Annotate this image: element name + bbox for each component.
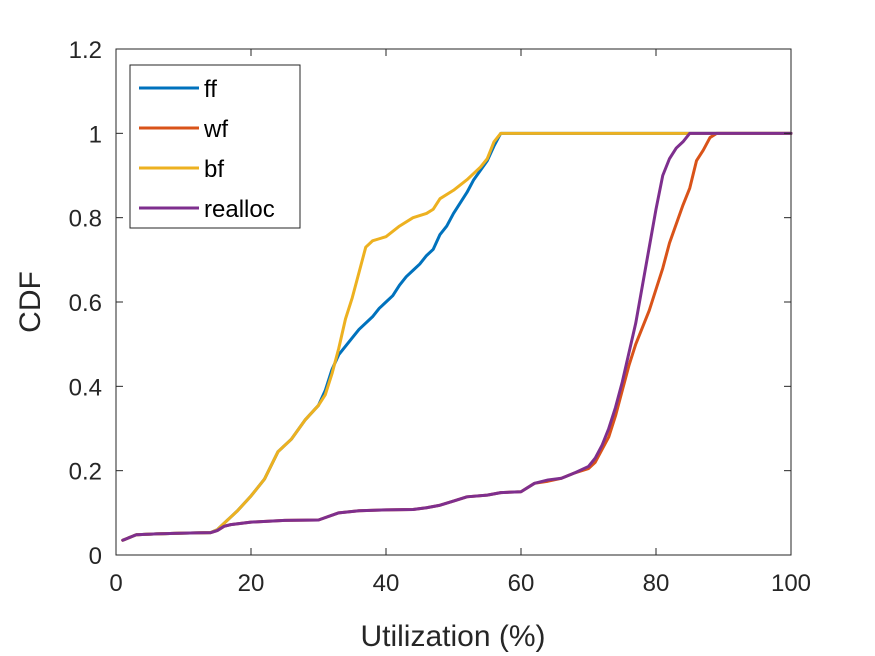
legend-box — [129, 64, 301, 229]
x-tick-label: 0 — [109, 570, 122, 597]
legend: ff wf bf realloc — [129, 64, 301, 229]
x-axis-label: Utilization (%) — [360, 620, 545, 653]
series-line-bf — [121, 131, 793, 542]
ticks-layer: 0 20 40 60 80 100 0 0.2 0.4 0.6 0.8 1 1.2 — [69, 37, 811, 597]
legend-label-realloc: realloc — [204, 196, 275, 223]
y-tick-label: 0.4 — [69, 374, 102, 401]
x-tick-label: 60 — [508, 570, 535, 597]
legend-label-bf: bf — [204, 156, 224, 183]
y-tick-label: 1.2 — [69, 37, 102, 64]
x-tick-label: 100 — [771, 570, 811, 597]
legend-label-ff: ff — [204, 76, 217, 103]
x-tick-label: 20 — [238, 570, 265, 597]
y-tick-label: 0.8 — [69, 206, 102, 233]
legend-label-wf: wf — [203, 116, 228, 143]
x-tick-label: 40 — [373, 570, 400, 597]
x-tick-label: 80 — [643, 570, 670, 597]
y-axis-label: CDF — [14, 271, 47, 333]
y-tick-label: 1 — [89, 121, 102, 148]
series-line-realloc — [121, 131, 793, 542]
y-tick-label: 0 — [89, 543, 102, 570]
series-layer — [121, 131, 793, 542]
y-tick-label: 0.6 — [69, 290, 102, 317]
y-tick-label: 0.2 — [69, 459, 102, 486]
